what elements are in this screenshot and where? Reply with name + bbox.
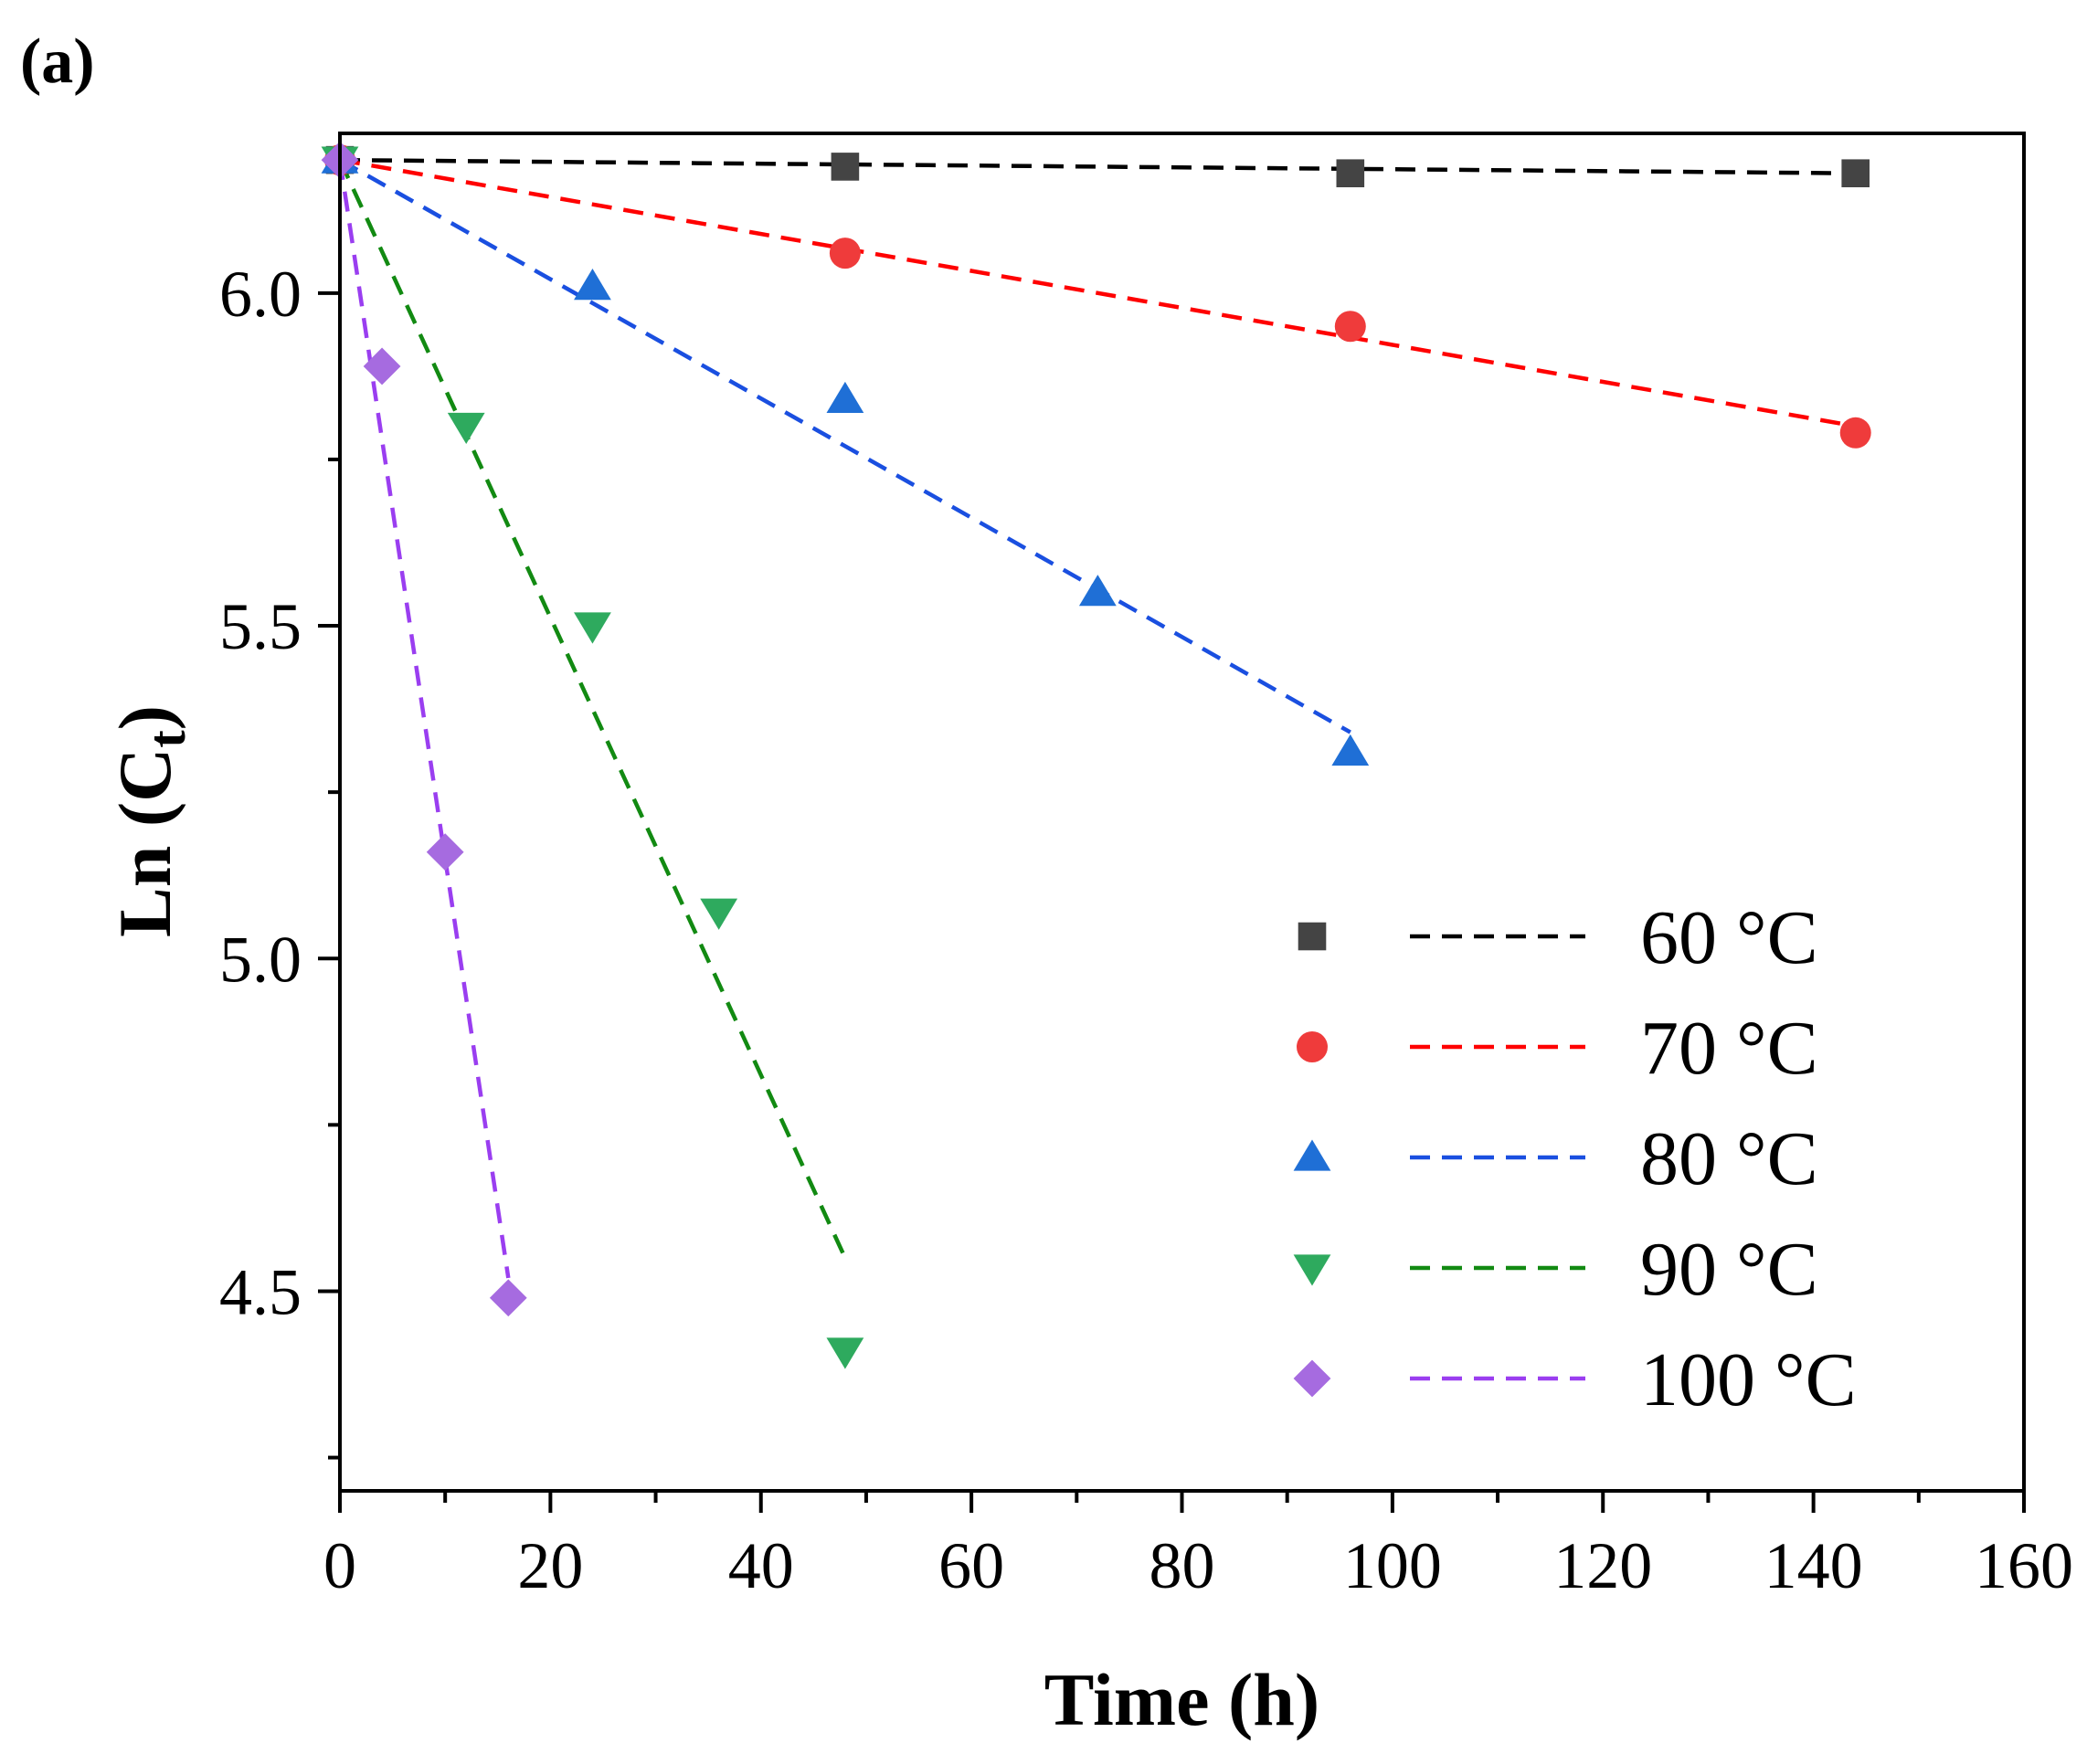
series-2-point (1839, 417, 1871, 449)
legend-item-3-marker (1293, 1139, 1331, 1171)
series-1-point (831, 153, 860, 181)
y-axis-title: Ln (Ct) (103, 705, 196, 937)
y-axis-title-subscript: t (137, 730, 196, 748)
legend-item-1-marker (1298, 922, 1327, 951)
series-1-fit-line (339, 157, 1856, 175)
series-3-point (574, 268, 611, 301)
x-tick-label: 120 (1553, 1529, 1652, 1602)
legend-item-5-label: 100 °C (1640, 1337, 1857, 1422)
legend: 60 °C 70 °C 80 °C 90 °C 100 °C (1293, 895, 1857, 1422)
series-5-point (489, 1279, 527, 1317)
series-4-fit-line (337, 159, 847, 1259)
legend-item-4-marker (1293, 1254, 1331, 1286)
x-tick-label: 160 (1975, 1529, 2073, 1602)
x-tick-label: 40 (728, 1529, 794, 1602)
x-tick-label: 140 (1764, 1529, 1863, 1602)
y-tick-label: 5.5 (219, 590, 302, 663)
series-4-point (447, 412, 485, 445)
series-2-point (1334, 311, 1366, 343)
panel-label: (a) (20, 26, 95, 97)
legend-item-1-label: 60 °C (1640, 895, 1818, 980)
y-tick-label: 4.5 (219, 1255, 302, 1328)
series-1-point (1841, 159, 1870, 188)
series-3-fit-line (338, 158, 1351, 734)
legend-item-5-marker (1293, 1359, 1331, 1398)
series-2-fit-line (339, 157, 1857, 428)
x-axis: 0 20 40 60 80 100 120 140 160 (323, 1491, 2073, 1602)
y-tick-label: 5.0 (219, 923, 302, 996)
y-axis-title-close: ) (103, 705, 186, 730)
x-tick-label: 100 (1343, 1529, 1442, 1602)
x-tick-label: 80 (1149, 1529, 1215, 1602)
series-2-point (829, 238, 861, 269)
series-5-point (363, 347, 401, 386)
series-4-point (826, 1337, 864, 1369)
series-4-point (574, 612, 611, 644)
series-3-point (1078, 575, 1117, 607)
x-tick-label: 60 (938, 1529, 1004, 1602)
series-4-point (700, 898, 738, 930)
legend-item-4-label: 90 °C (1640, 1227, 1818, 1312)
data-markers (321, 141, 1871, 1369)
legend-item-3-label: 80 °C (1640, 1116, 1818, 1201)
series-3-point (1331, 734, 1370, 766)
x-tick-label: 20 (517, 1529, 583, 1602)
series-1-point (1336, 159, 1365, 188)
y-axis: 4.5 5.0 5.5 6.0 (219, 258, 340, 1460)
series-5-fit-line (337, 159, 511, 1279)
series-5-point (426, 833, 464, 871)
x-axis-title: Time (h) (1044, 1658, 1319, 1741)
x-tick-label: 0 (323, 1529, 356, 1602)
legend-item-2-marker (1297, 1031, 1328, 1062)
legend-item-2-label: 70 °C (1640, 1006, 1818, 1091)
series-3-point (826, 381, 864, 414)
fit-lines (337, 157, 1857, 1279)
y-tick-label: 6.0 (219, 258, 302, 331)
y-axis-title-main: Ln (C (103, 748, 186, 937)
